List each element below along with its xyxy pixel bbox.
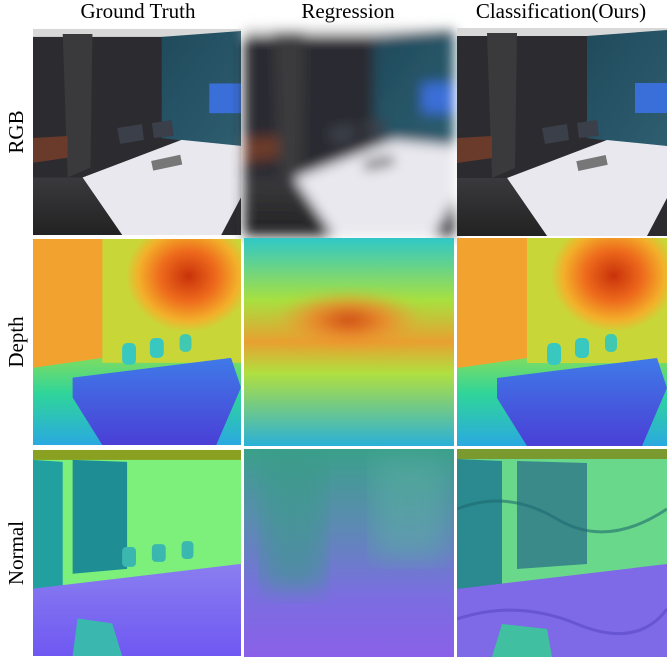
figure: Ground Truth Regression Classification(O… [0,0,667,659]
image [457,238,667,446]
image [33,239,241,445]
image [244,28,454,236]
image [244,238,454,446]
column-header: Ground Truth [81,0,196,23]
row-label: Depth [4,316,28,368]
image [33,29,241,235]
column-header: Regression [301,0,395,23]
row-label: Normal [4,521,28,585]
image [457,28,667,236]
image [33,450,241,656]
row-label: RGB [4,110,28,153]
column-header: Classification(Ours) [476,0,646,23]
image [457,449,667,657]
image [244,449,454,657]
